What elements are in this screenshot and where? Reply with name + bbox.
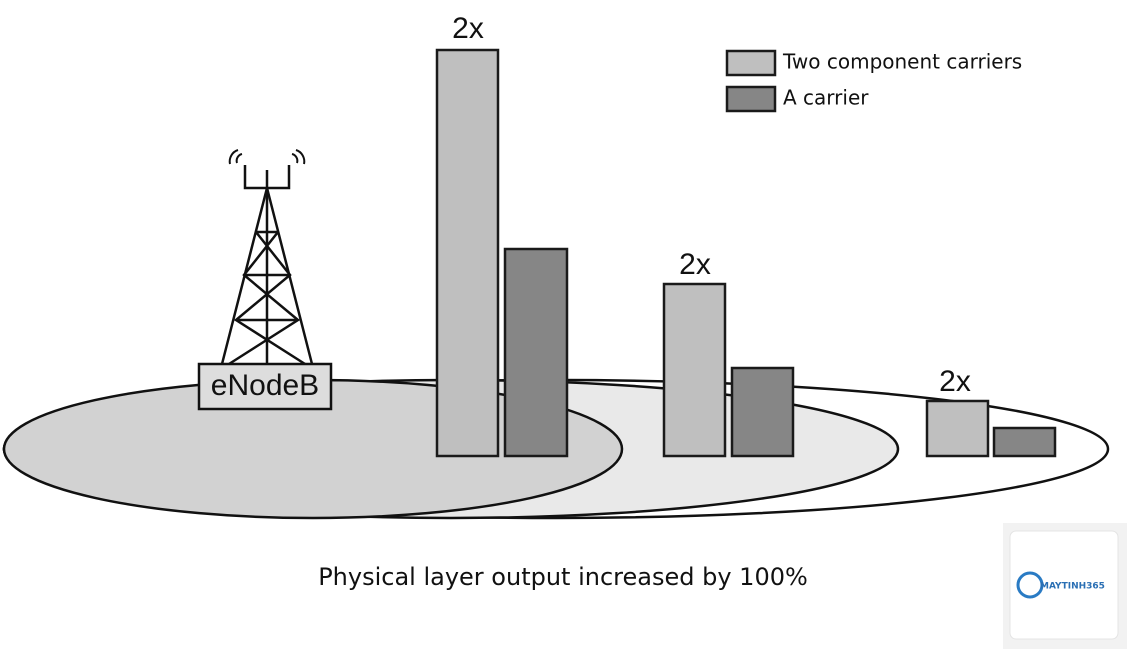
legend-label: Two component carriers <box>782 50 1022 74</box>
bar-two-carriers <box>925 399 990 458</box>
legend-swatch <box>725 49 777 77</box>
watermark-logo <box>1016 571 1044 599</box>
gain-label: 2x <box>679 248 711 281</box>
legend-label: A carrier <box>783 86 869 110</box>
tower <box>220 149 314 366</box>
legend-swatch <box>725 85 777 113</box>
bar-two-carriers <box>662 282 727 458</box>
bar-two-carriers <box>435 48 500 458</box>
gain-label: 2x <box>452 12 484 45</box>
gain-label: 2x <box>939 365 971 398</box>
station-box <box>197 362 333 411</box>
caption: Physical layer output increased by 100% <box>318 563 808 591</box>
watermark-card <box>1009 530 1119 640</box>
bar-one-carrier <box>730 366 795 458</box>
station-label: eNodeB <box>211 369 319 402</box>
watermark-brand: MAYTINH365 <box>1040 582 1105 592</box>
bar-one-carrier <box>992 426 1057 458</box>
bar-one-carrier <box>503 247 569 458</box>
bars <box>435 48 1057 458</box>
